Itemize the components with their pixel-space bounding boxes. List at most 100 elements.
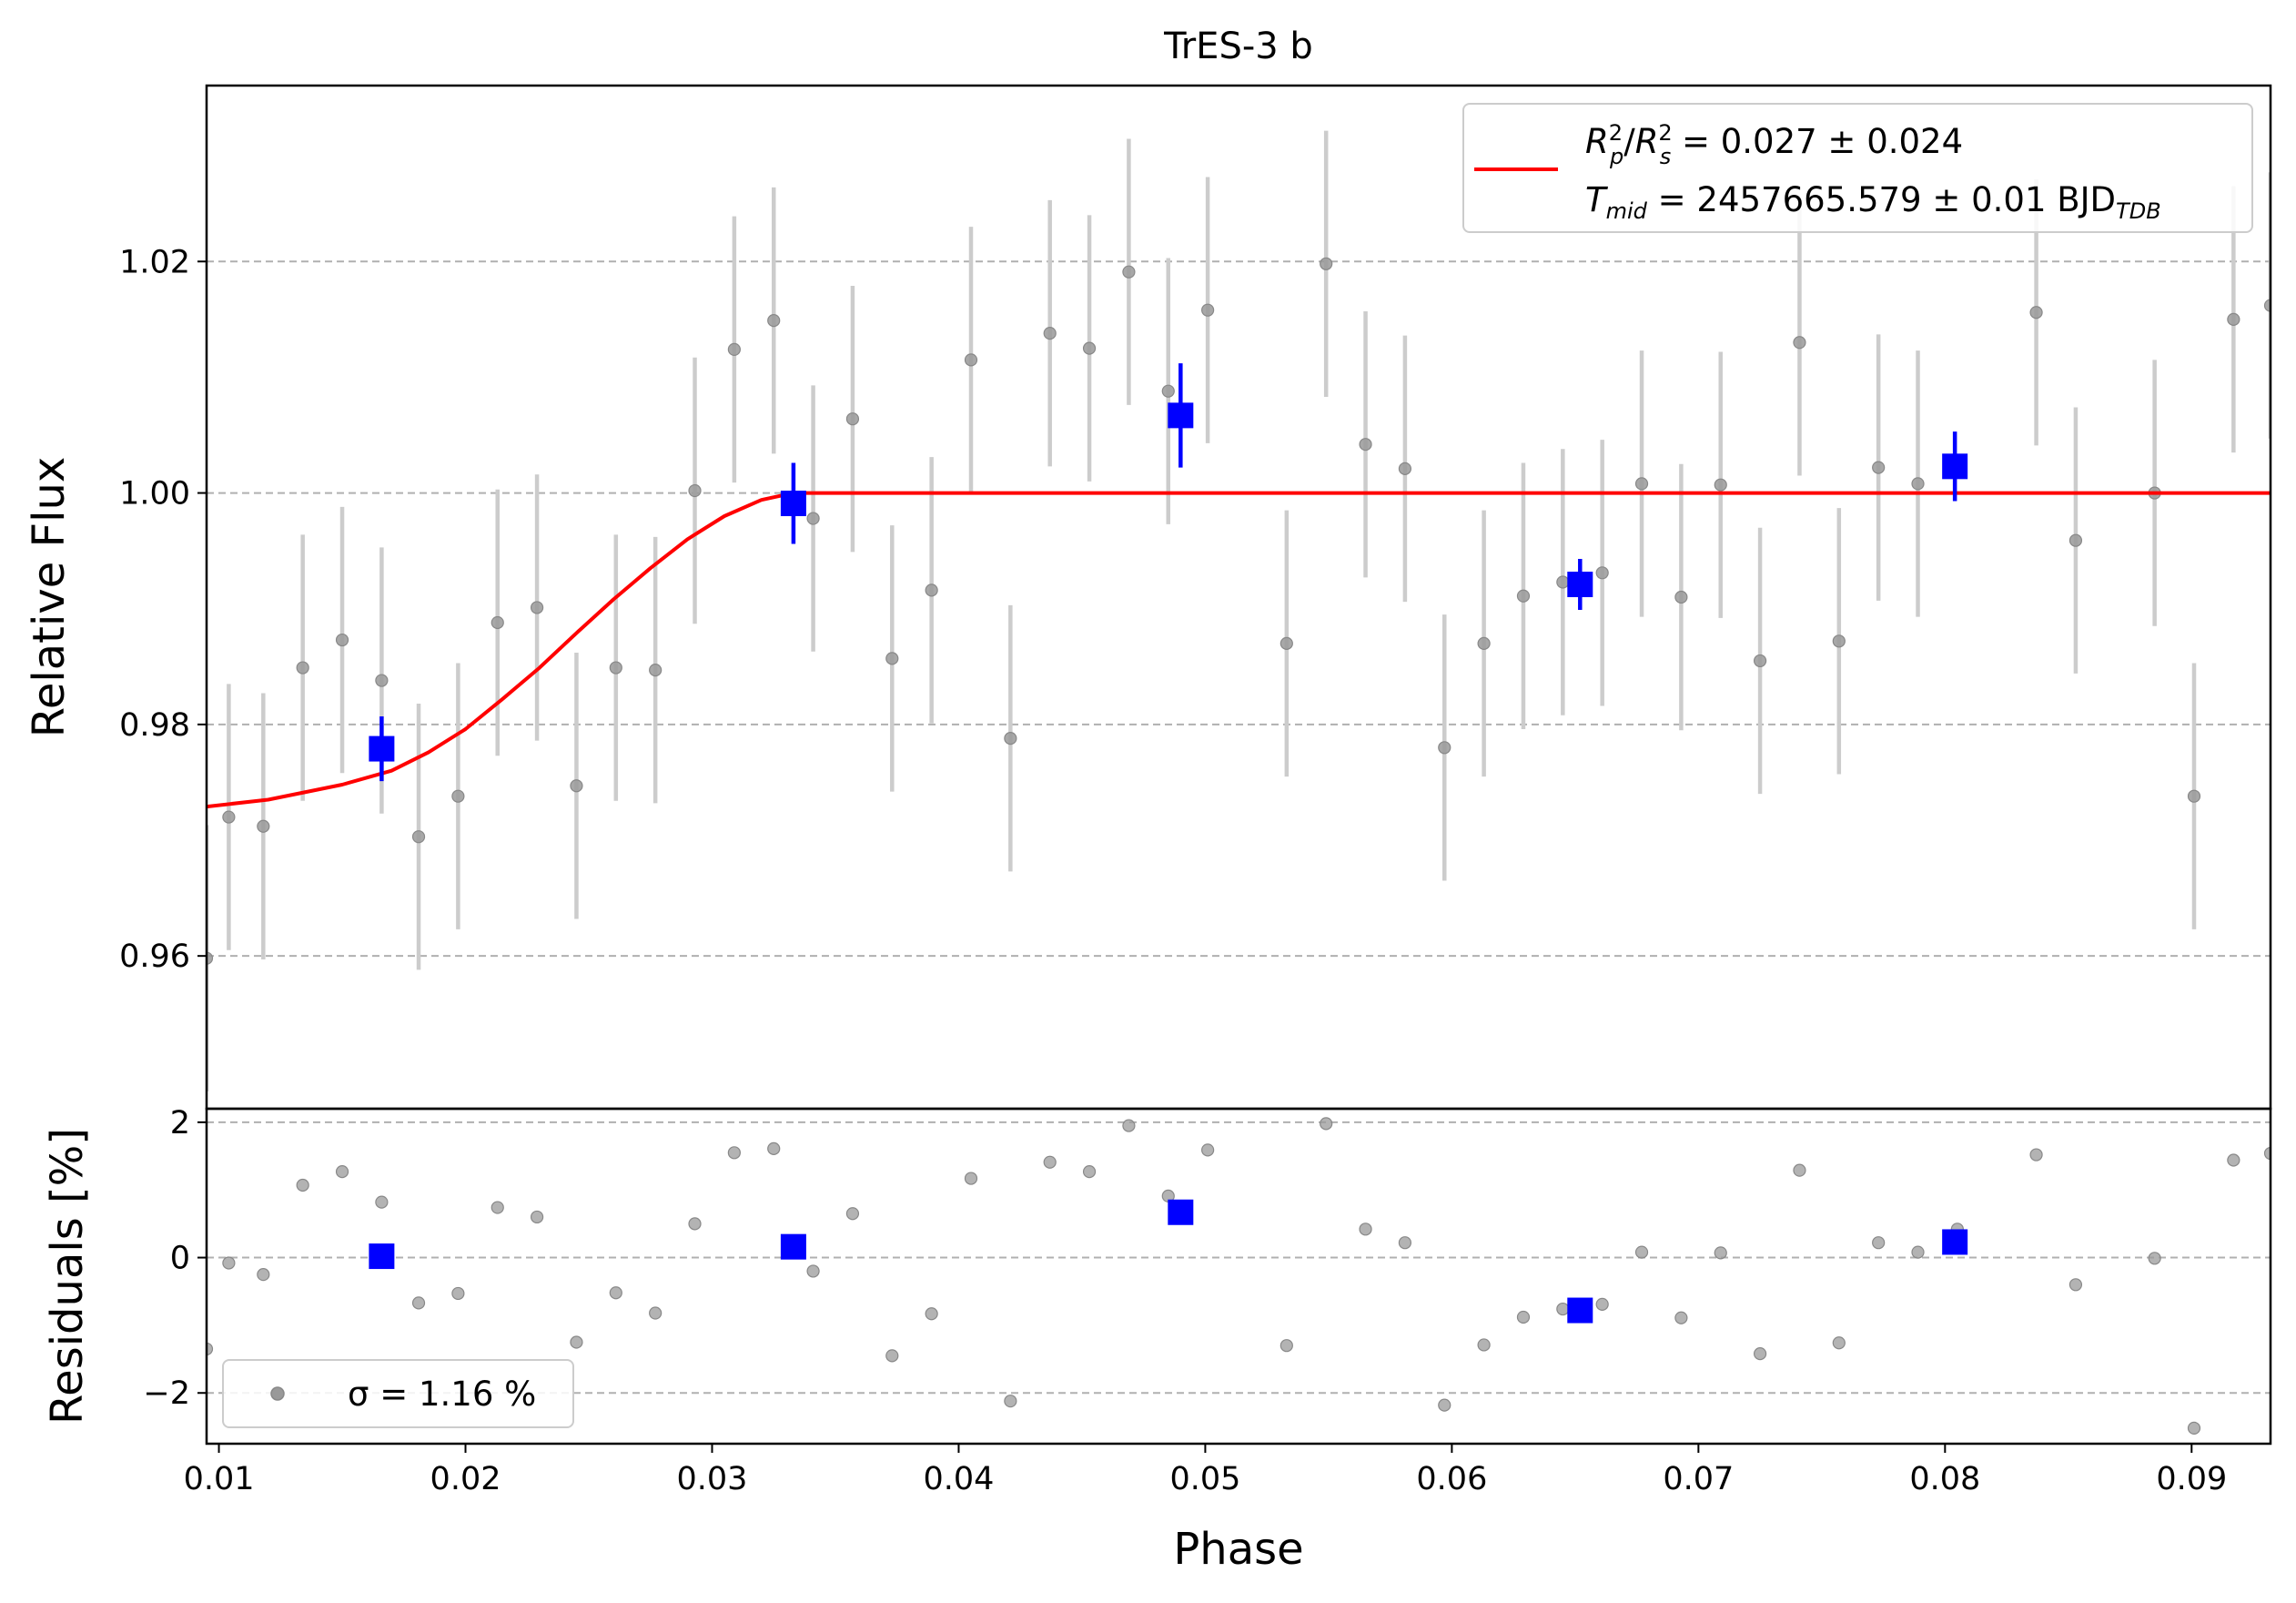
residual-point — [335, 1165, 349, 1179]
top-y-axis-title: Relative Flux — [24, 457, 75, 738]
raw-point — [257, 819, 270, 833]
top-y-tick-label: 1.02 — [119, 244, 190, 280]
residual-point — [688, 1217, 702, 1231]
raw-point — [845, 412, 860, 426]
residual-point — [411, 1296, 426, 1310]
binned-residual-point — [369, 1243, 395, 1270]
binned-point — [1942, 453, 1968, 480]
x-tick-label: 0.07 — [1663, 1461, 1734, 1497]
bottom-frame — [205, 1107, 2272, 1446]
raw-point — [1398, 462, 1412, 475]
bottom-y-tick-label: −2 — [143, 1375, 190, 1412]
residual-point — [964, 1172, 978, 1185]
raw-point — [1714, 478, 1727, 492]
residual-point — [767, 1141, 781, 1155]
raw-point — [1832, 634, 1846, 648]
residual-point — [2187, 1421, 2201, 1436]
raw-point — [1911, 477, 1925, 491]
binned-residual-point — [780, 1233, 806, 1260]
raw-point — [767, 314, 781, 328]
raw-point — [375, 674, 389, 687]
bottom-ticks: −2 0 2 0.01 0.02 0.03 0.04 0.05 0.06 0.07 0.08 0.09 — [143, 1105, 2227, 1497]
raw-point — [2227, 312, 2240, 326]
chart-title: TrES-3 b — [1163, 25, 1313, 67]
x-tick-label: 0.06 — [1416, 1461, 1487, 1497]
residual-point — [1279, 1339, 1293, 1353]
raw-point — [1438, 741, 1451, 755]
raw-point — [530, 601, 544, 614]
raw-point — [2263, 299, 2271, 312]
transit-model-curve — [207, 491, 2271, 809]
residual-point — [530, 1210, 544, 1224]
residual-point — [257, 1268, 270, 1282]
x-tick-label: 0.02 — [430, 1461, 501, 1497]
raw-point — [964, 353, 978, 367]
x-tick-label: 0.09 — [2156, 1461, 2227, 1497]
bottom-y-tick-label: 0 — [170, 1241, 190, 1277]
residual-point — [1872, 1236, 1886, 1250]
residual-point — [1674, 1311, 1688, 1324]
binned-point — [1168, 402, 1194, 429]
residual-point — [2068, 1278, 2083, 1292]
residual-point — [727, 1146, 741, 1160]
raw-point — [1201, 303, 1215, 317]
top-y-tick-label: 0.98 — [119, 707, 190, 744]
residual-point — [1516, 1310, 1531, 1324]
residual-point — [1359, 1223, 1372, 1236]
residual-point — [1477, 1338, 1491, 1352]
raw-point — [1674, 590, 1688, 604]
top-y-tick-label: 0.96 — [119, 938, 190, 975]
residual-point — [1004, 1395, 1017, 1408]
residual-point — [1556, 1302, 1570, 1316]
residual-point — [1398, 1236, 1412, 1250]
binned-point — [780, 491, 806, 517]
raw-point — [296, 661, 309, 675]
bottom-plot-area — [207, 1117, 2271, 1436]
residual-point — [2263, 1146, 2271, 1161]
residual-point — [1043, 1155, 1057, 1169]
bottom-y-axis-title: Residuals [%] — [42, 1128, 93, 1425]
raw-point — [1161, 384, 1175, 398]
residual-point — [1595, 1297, 1609, 1311]
residual-point — [1753, 1347, 1767, 1361]
residual-point — [2029, 1148, 2043, 1162]
raw-point — [491, 615, 504, 630]
raw-point — [1556, 575, 1570, 589]
residual-point — [609, 1286, 622, 1300]
raw-point — [1043, 326, 1057, 340]
residual-point — [649, 1306, 663, 1320]
model-legend: R2 p/R2 s = 0.027 ± 0.024 Tmid = 2457665.5… — [1462, 103, 2253, 233]
x-tick-label: 0.05 — [1169, 1461, 1240, 1497]
raw-point — [806, 512, 820, 525]
raw-point — [1516, 589, 1531, 603]
raw-point — [222, 810, 236, 824]
residual-point — [570, 1335, 583, 1349]
residual-point — [375, 1195, 389, 1209]
residual-point — [451, 1286, 465, 1301]
x-axis-title: Phase — [1173, 1524, 1303, 1575]
raw-point — [207, 951, 214, 965]
residual-point — [1320, 1117, 1333, 1131]
residual-point — [1438, 1398, 1451, 1412]
residuals-panel: −2 0 2 0.01 0.02 0.03 0.04 0.05 0.06 0.07 0.08 0.09… — [42, 1105, 2272, 1575]
raw-point — [1122, 265, 1136, 279]
residual-point — [885, 1349, 899, 1363]
binned-residual-point — [1168, 1199, 1194, 1225]
x-tick-label: 0.04 — [923, 1461, 994, 1497]
raw-point — [1320, 257, 1333, 270]
sigma-legend-marker — [270, 1386, 285, 1401]
raw-point — [885, 652, 899, 665]
top-plot-area — [207, 130, 2271, 1091]
bottom-y-tick-label: 2 — [170, 1105, 190, 1141]
raw-point — [727, 342, 741, 357]
raw-point — [1477, 636, 1491, 650]
model-legend-line1: R2 p/R2 s = 0.027 ± 0.024 — [1585, 120, 1963, 169]
raw-point — [1082, 341, 1097, 355]
raw-point — [1753, 654, 1767, 668]
binned-residual-point — [1942, 1229, 1968, 1255]
residual-point — [1911, 1245, 1925, 1259]
residual-point — [207, 1342, 214, 1356]
residual-point — [491, 1201, 504, 1214]
residual-point — [925, 1307, 938, 1321]
